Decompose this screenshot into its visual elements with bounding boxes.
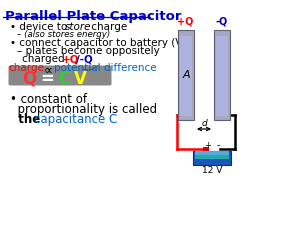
Text: – plates become oppositely: – plates become oppositely <box>17 46 160 56</box>
Bar <box>180 36 192 116</box>
Bar <box>195 151 229 155</box>
Text: -Q: -Q <box>215 17 227 27</box>
Text: • device to: • device to <box>10 22 70 32</box>
Text: charge: charge <box>88 22 127 32</box>
Text: Parallel Plate Capacitor: Parallel Plate Capacitor <box>5 10 181 23</box>
Text: +Q: +Q <box>177 17 194 27</box>
Bar <box>178 30 194 120</box>
Text: C: C <box>58 70 70 88</box>
Text: +: + <box>204 142 211 151</box>
Text: charge: charge <box>8 63 44 73</box>
Bar <box>193 151 231 165</box>
Text: • constant of: • constant of <box>10 93 87 106</box>
Text: proportionality is called: proportionality is called <box>10 103 157 116</box>
Text: V: V <box>74 70 87 88</box>
Text: =: = <box>40 70 54 88</box>
FancyBboxPatch shape <box>8 65 112 86</box>
Text: -: - <box>217 140 220 151</box>
Text: • connect capacitor to battery (V): • connect capacitor to battery (V) <box>10 38 186 48</box>
Bar <box>216 36 228 116</box>
Text: potential difference: potential difference <box>54 63 157 73</box>
Text: – (also stores energy): – (also stores energy) <box>17 30 110 39</box>
Text: ∝: ∝ <box>44 63 53 76</box>
Bar <box>214 30 230 120</box>
Text: d: d <box>201 119 207 128</box>
Text: +Q: +Q <box>62 54 80 64</box>
Text: /-Q: /-Q <box>76 54 93 64</box>
Bar <box>195 155 229 159</box>
Bar <box>203 147 209 151</box>
Text: A: A <box>182 70 190 80</box>
Text: 12 V: 12 V <box>202 166 222 175</box>
Text: store: store <box>65 22 92 32</box>
Text: the: the <box>10 113 44 126</box>
Text: charged: charged <box>22 54 71 64</box>
Text: Q: Q <box>22 70 36 88</box>
Text: capacitance C: capacitance C <box>34 113 117 126</box>
